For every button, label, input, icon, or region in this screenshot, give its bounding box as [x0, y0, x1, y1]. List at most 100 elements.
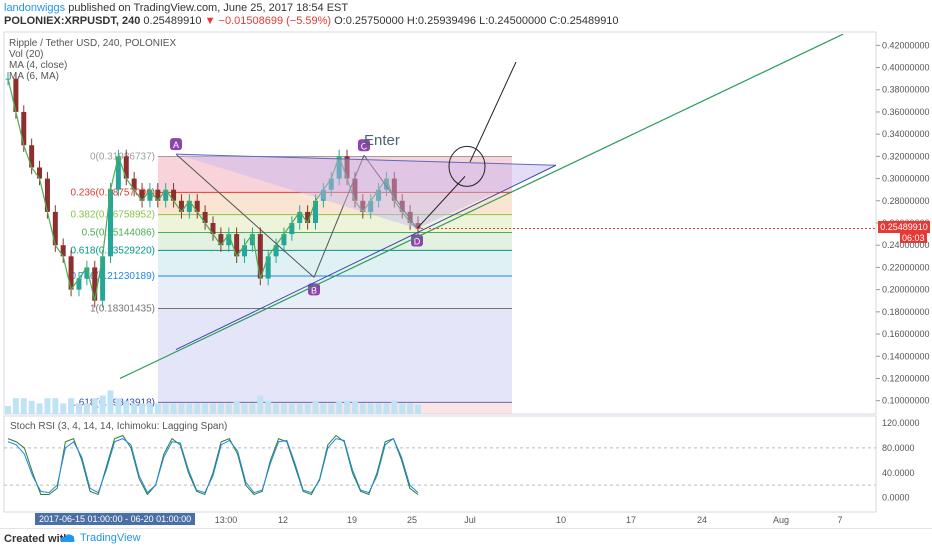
volume-bars	[5, 390, 421, 414]
volume-bar	[194, 403, 201, 414]
price-tick-label: 0.18000000	[882, 307, 930, 317]
candle-body	[336, 156, 342, 179]
volume-bar	[5, 406, 11, 414]
price-tick-label: 0.22000000	[882, 262, 930, 272]
tradingview-brand[interactable]: TradingView	[60, 532, 141, 544]
candle-body	[297, 211, 303, 223]
time-tick-label: 24	[697, 515, 707, 525]
volume-bar	[131, 403, 138, 414]
pattern-point-label: B	[311, 285, 317, 295]
volume-bar	[123, 400, 130, 414]
volume-bar	[36, 403, 43, 414]
candle-body	[383, 178, 389, 190]
candle-body	[344, 156, 350, 179]
fib-level-label: 0.786(0.21230189)	[70, 271, 155, 282]
candle-body	[242, 245, 248, 257]
volume-bar	[280, 403, 287, 414]
volume-bar	[407, 403, 414, 414]
long-trendline	[119, 33, 844, 380]
candle-body	[368, 200, 374, 212]
stoch-rsi-label[interactable]: Stoch RSI (3, 4, 14, 14, Ichimoku: Laggi…	[10, 421, 228, 432]
pattern-leg	[175, 153, 315, 278]
candle-body	[313, 200, 318, 223]
candle-body	[257, 234, 263, 279]
triangle-pattern	[176, 154, 556, 229]
upper-trendline	[175, 153, 557, 166]
volume-bar	[146, 403, 153, 414]
fib-band	[158, 214, 512, 233]
symbol-line: POLONIEX:XRPUSDT, 240 0.25489910 ▼ −0.01…	[4, 15, 619, 27]
candle-body	[52, 211, 58, 246]
fib-extension-band	[158, 402, 512, 414]
rsi-pane-border	[3, 415, 877, 513]
candle-body	[218, 234, 224, 246]
volume-bar	[52, 398, 59, 414]
volume-indicator-label[interactable]: Vol (20)	[9, 49, 44, 60]
footer: Created with TradingView	[0, 528, 932, 551]
volume-bar	[367, 403, 374, 414]
publish-line: landonwiggs published on TradingView.com…	[4, 2, 348, 14]
projection-arrow	[416, 176, 466, 229]
candle-body	[391, 178, 397, 201]
candle-body	[29, 145, 35, 168]
price-tick-label: 0.40000000	[882, 63, 930, 73]
volume-bar	[202, 403, 209, 414]
volume-bar	[288, 403, 295, 414]
volume-bar	[249, 403, 256, 414]
candle-body	[281, 234, 287, 246]
symbol[interactable]: POLONIEX:XRPUSDT, 240	[4, 15, 141, 27]
lower-trendline	[175, 164, 557, 351]
time-tick-label: 12	[278, 515, 288, 525]
candle-body	[108, 189, 113, 257]
time-tick-label: 25	[407, 515, 417, 525]
volume-bar	[178, 403, 185, 414]
pattern-leg	[363, 154, 418, 229]
candle-body	[194, 200, 200, 212]
candle-body	[84, 267, 90, 279]
last-price: 0.25489910	[143, 15, 202, 27]
fib-level-label: 0(0.31986737)	[90, 152, 155, 163]
fib-band	[158, 308, 512, 403]
volume-bar	[186, 403, 193, 414]
price-tick-label: 0.32000000	[882, 151, 930, 161]
volume-bar	[391, 400, 398, 414]
ma-indicator-label[interactable]: MA (4, close)	[9, 60, 68, 71]
pattern-point-badge	[170, 138, 182, 151]
volume-bar	[344, 400, 351, 414]
publisher-name[interactable]: landonwiggs	[4, 2, 66, 14]
time-tick-label: 7	[837, 515, 842, 525]
ma2-indicator-label[interactable]: MA (6, MA)	[9, 71, 60, 82]
candle-body	[186, 200, 192, 212]
fib-band	[158, 250, 512, 276]
candle-body	[249, 234, 255, 246]
price-tick-label: 0.36000000	[882, 107, 930, 117]
price-change: ▼ −0.01508699 (−5.59%)	[204, 15, 332, 27]
price-tick-label: 0.10000000	[882, 396, 930, 406]
volume-bar	[415, 404, 421, 414]
volume-bar	[241, 403, 248, 414]
candle-body	[399, 200, 405, 212]
candle-body	[163, 189, 169, 201]
candle-body	[360, 200, 366, 212]
candle-body	[265, 256, 271, 279]
candle-body	[210, 223, 216, 235]
price-tick-label: 0.34000000	[882, 129, 930, 139]
volume-bar	[304, 403, 311, 414]
candle-body	[234, 234, 240, 257]
candle-body	[115, 156, 121, 190]
volume-bar	[217, 403, 224, 414]
pattern-leg	[313, 155, 365, 278]
price-tick-label: 0.38000000	[882, 85, 930, 95]
candles	[5, 71, 421, 308]
time-badge: 06:03	[900, 233, 927, 243]
publish-info: published on TradingView.com, June 25, 2…	[68, 2, 349, 14]
volume-bar	[225, 403, 232, 414]
pattern-point-badge	[411, 234, 423, 247]
volume-bar	[139, 403, 146, 414]
fib-level-label: 1(0.18301435)	[90, 303, 155, 314]
volume-bar	[210, 403, 216, 414]
volume-bar	[399, 403, 406, 414]
price-tick-label: 0.20000000	[882, 285, 930, 295]
